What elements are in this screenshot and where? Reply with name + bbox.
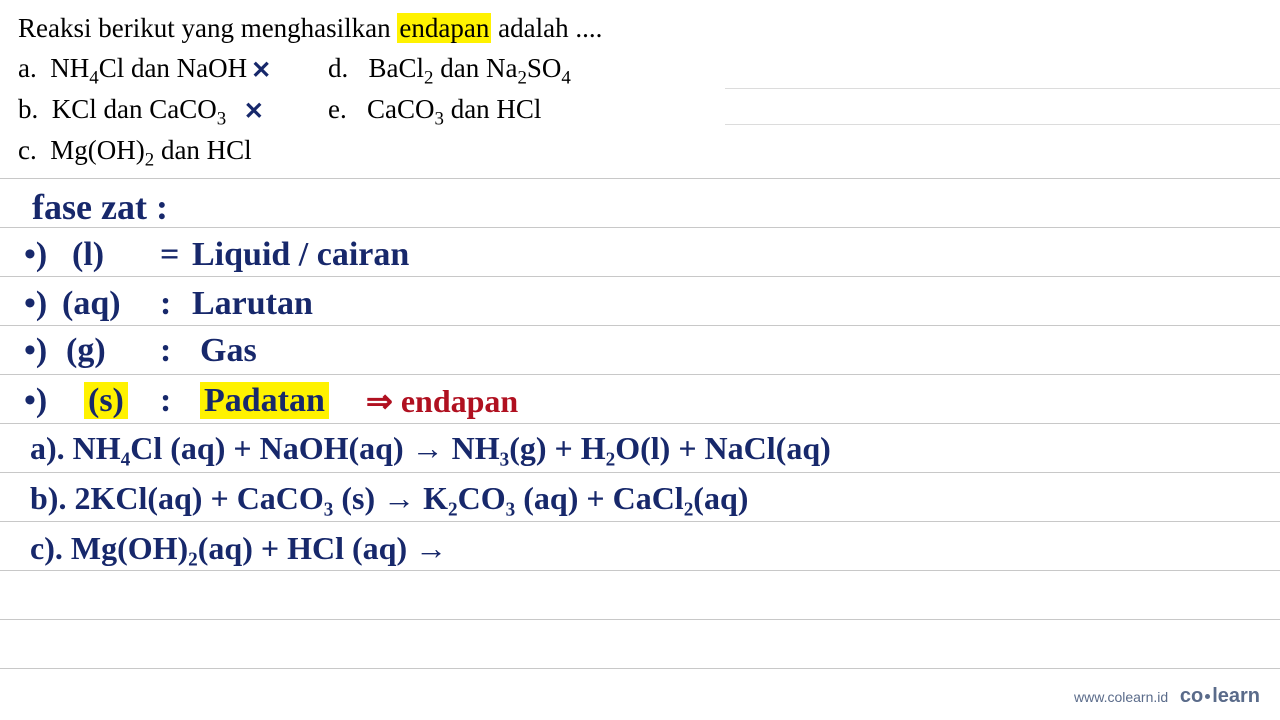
ruled-line <box>0 178 1280 179</box>
handwriting-text: •) <box>24 236 47 274</box>
question-prefix: Reaksi berikut yang menghasilkan <box>18 13 397 43</box>
question-highlight: endapan <box>397 13 491 43</box>
faint-rule <box>725 88 1280 89</box>
watermark-logo: colearn <box>1180 685 1260 707</box>
handwriting-text: : <box>160 285 171 323</box>
options-col-right: d. BaCl2 dan Na2SO4 e. CaCO3 dan HCl <box>328 50 571 173</box>
option-d-label: d. <box>328 53 348 83</box>
ruled-line <box>0 423 1280 424</box>
faint-rule <box>725 124 1280 125</box>
option-b-cross: ✕ <box>244 96 264 128</box>
handwriting-text: (aq) <box>62 285 121 323</box>
handwriting-text: ⇒ endapan <box>366 382 518 420</box>
handwriting-text: Liquid / cairan <box>192 236 409 274</box>
ruled-line <box>0 619 1280 620</box>
ruled-line <box>0 668 1280 669</box>
handwriting-text: : <box>160 382 171 420</box>
question-suffix: adalah .... <box>491 13 602 43</box>
handwriting-text: b). 2KCl(aq) + CaCO₃ (s) → K₂CO₃ (aq) + … <box>30 480 748 517</box>
option-a: a. NH4Cl dan NaOH✕ <box>18 50 328 91</box>
handwriting-text: Padatan <box>200 382 329 420</box>
options-col-left: a. NH4Cl dan NaOH✕ b. KCl dan CaCO3 ✕ c.… <box>18 50 328 173</box>
ruled-line <box>0 472 1280 473</box>
handwriting-text: Larutan <box>192 285 313 323</box>
question-block: Reaksi berikut yang menghasilkan endapan… <box>0 0 1280 178</box>
watermark-url: www.colearn.id <box>1074 689 1168 705</box>
handwriting-text: •) <box>24 382 47 420</box>
handwriting-text: (s) <box>84 382 128 420</box>
option-b: b. KCl dan CaCO3 ✕ <box>18 91 328 132</box>
ruled-line <box>0 374 1280 375</box>
handwriting-text: fase zat : <box>32 186 168 228</box>
ruled-line <box>0 325 1280 326</box>
option-c-label: c. <box>18 135 37 165</box>
option-b-label: b. <box>18 94 38 124</box>
options-row: a. NH4Cl dan NaOH✕ b. KCl dan CaCO3 ✕ c.… <box>18 50 1262 173</box>
handwriting-text: (g) <box>66 332 106 370</box>
handwriting-text: (l) <box>72 236 104 274</box>
handwriting-text: c). Mg(OH)₂(aq) + HCl (aq) → <box>30 530 447 567</box>
ruled-line <box>0 570 1280 571</box>
option-d: d. BaCl2 dan Na2SO4 <box>328 50 571 91</box>
option-a-cross: ✕ <box>251 55 271 87</box>
handwriting-text: •) <box>24 332 47 370</box>
watermark: www.colearn.id colearn <box>1074 685 1260 708</box>
handwriting-text: Gas <box>200 332 257 370</box>
handwriting-text: a). NH₄Cl (aq) + NaOH(aq) → NH₃(g) + H₂O… <box>30 430 831 467</box>
question-text: Reaksi berikut yang menghasilkan endapan… <box>18 10 1262 46</box>
option-e-label: e. <box>328 94 347 124</box>
ruled-line <box>0 227 1280 228</box>
ruled-line <box>0 276 1280 277</box>
option-e: e. CaCO3 dan HCl <box>328 91 571 132</box>
handwriting-text: : <box>160 332 171 370</box>
option-a-label: a. <box>18 53 37 83</box>
handwriting-text: = <box>160 236 179 274</box>
option-c: c. Mg(OH)2 dan HCl <box>18 132 328 173</box>
ruled-line <box>0 521 1280 522</box>
handwriting-text: •) <box>24 285 47 323</box>
